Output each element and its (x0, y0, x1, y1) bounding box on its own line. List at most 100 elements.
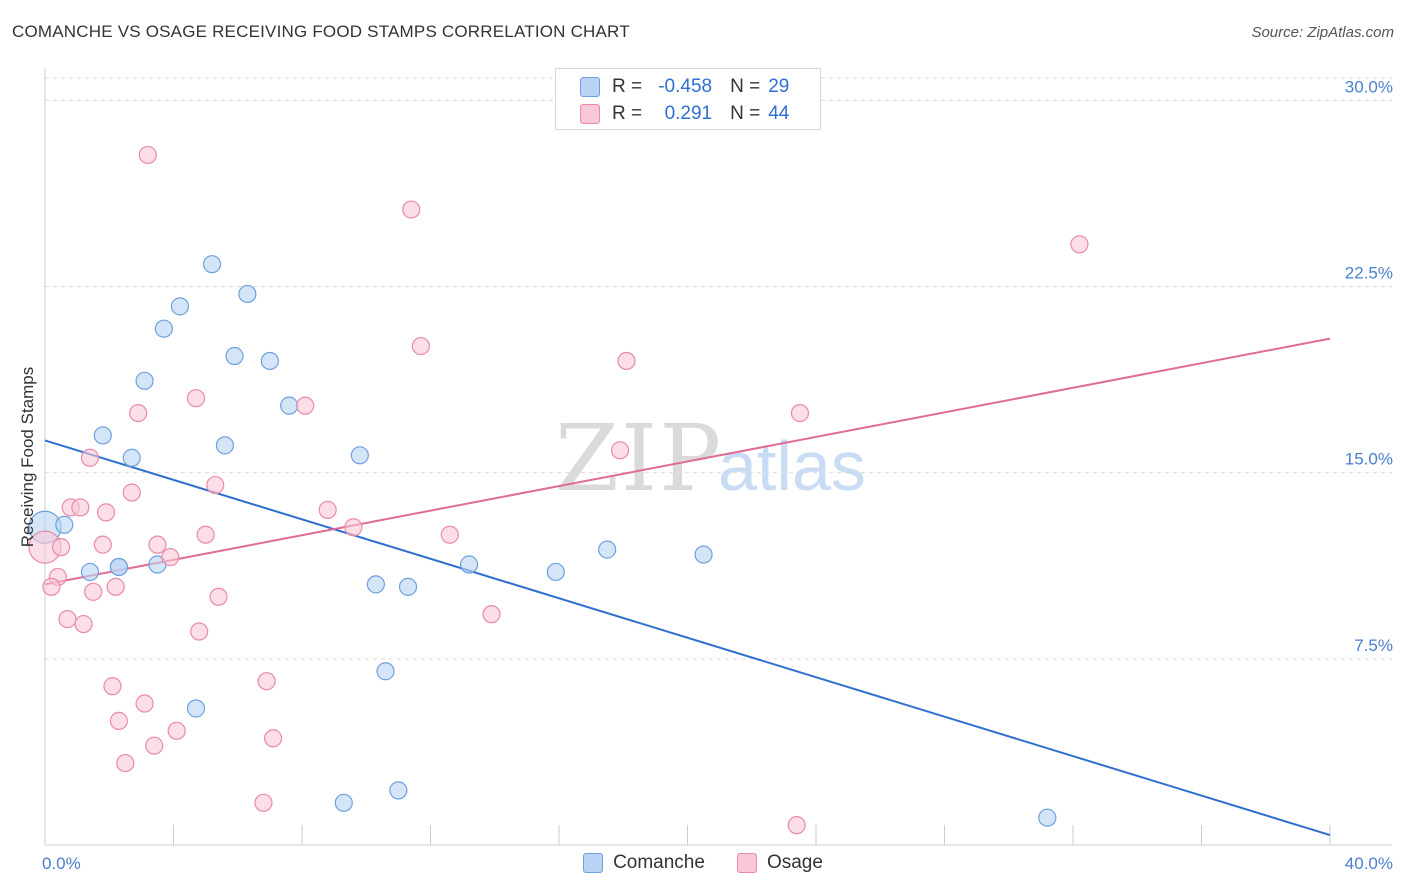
data-point-osage (129, 403, 148, 423)
data-point-osage (263, 729, 283, 748)
data-point-osage (1070, 235, 1089, 254)
data-point-comanche (186, 699, 206, 718)
y-tick-label: 7.5% (1354, 636, 1393, 655)
legend-row-comanche: R = -0.458 N = 29 (580, 74, 789, 100)
data-point-osage (402, 200, 421, 219)
data-point-osage (196, 525, 215, 544)
data-point-osage (440, 525, 459, 544)
data-point-comanche (334, 793, 353, 812)
data-point-osage (103, 677, 122, 696)
grid-lines (45, 77, 1392, 660)
data-point-comanche (170, 297, 190, 316)
n-value: 44 (768, 103, 790, 124)
x-tick-label: 0.0% (42, 854, 81, 873)
r-label: R = (612, 103, 643, 124)
data-point-osage (74, 614, 93, 634)
data-point-osage (122, 483, 141, 502)
data-point-osage (116, 753, 135, 773)
data-point-osage (610, 441, 630, 460)
data-point-comanche (546, 562, 565, 582)
data-point-osage (186, 389, 206, 408)
trend-line-comanche (44, 439, 1331, 837)
data-point-comanche (225, 346, 244, 366)
watermark: ZIP atlas (555, 405, 866, 512)
source-credit: Source: ZipAtlas.com (1251, 24, 1394, 41)
data-point-osage (84, 582, 103, 601)
data-point-osage (106, 577, 125, 596)
data-point-osage (790, 403, 810, 423)
data-point-comanche (135, 371, 154, 390)
legend-label-osage: Osage (766, 852, 823, 873)
data-point-comanche (55, 515, 74, 534)
chart-title: COMANCHE VS OSAGE RECEIVING FOOD STAMPS … (12, 22, 630, 41)
data-point-comanche (376, 662, 395, 681)
data-point-osage (96, 503, 116, 522)
data-point-osage (296, 396, 315, 415)
y-tick-label: 22.5% (1345, 264, 1393, 283)
tick-labels: 7.5% 15.0% 22.5% 30.0% 0.0% 40.0% (42, 77, 1393, 873)
r-value: 0.291 (664, 103, 713, 124)
data-point-comanche (350, 446, 369, 465)
data-point-comanche (80, 562, 100, 582)
data-point-osage (51, 538, 71, 557)
data-point-comanche (202, 255, 222, 274)
data-point-comanche (238, 284, 257, 304)
x-tick-label: 40.0% (1345, 854, 1393, 873)
trend-line-osage (44, 337, 1331, 586)
data-point-osage (482, 605, 501, 624)
data-point-osage (135, 694, 154, 713)
r-label: R = (612, 76, 643, 97)
data-point-osage (161, 547, 180, 567)
data-point-comanche (215, 436, 234, 455)
data-point-osage (254, 793, 273, 812)
legend-item-osage[interactable]: Osage (736, 852, 823, 874)
data-point-osage (109, 711, 128, 730)
data-point-comanche (1038, 808, 1057, 827)
y-tick-label: 15.0% (1345, 450, 1393, 469)
legend-label-comanche: Comanche (613, 852, 705, 873)
data-point-osage (344, 518, 363, 537)
trend-lines (44, 337, 1331, 837)
data-point-osage (138, 145, 157, 165)
data-point-comanche (398, 577, 418, 596)
data-point-osage (42, 577, 61, 596)
data-point-comanche (93, 426, 112, 445)
legend-item-comanche[interactable]: Comanche (583, 852, 705, 874)
data-point-osage (148, 535, 167, 554)
watermark-atlas: atlas (718, 427, 866, 505)
data-point-comanche (109, 557, 128, 577)
y-tick-label: 30.0% (1345, 77, 1393, 96)
data-point-comanche (459, 555, 479, 574)
osage-swatch (736, 853, 757, 873)
data-point-comanche (260, 351, 279, 371)
data-point-osage (206, 475, 225, 495)
data-point-comanche (694, 545, 713, 564)
data-point-osage (411, 336, 430, 356)
data-point-osage (71, 498, 90, 517)
series-legend: Comanche Osage (0, 852, 1406, 874)
data-point-comanche (280, 396, 299, 415)
data-point-osage (617, 351, 636, 371)
data-point-osage (318, 500, 337, 520)
axes (44, 68, 1392, 846)
n-value: 29 (768, 76, 790, 97)
n-label: N = (730, 103, 761, 124)
data-point-osage (190, 622, 209, 641)
data-point-osage (93, 535, 112, 554)
data-point-osage (80, 448, 100, 467)
n-label: N = (730, 76, 761, 97)
data-point-comanche (598, 540, 617, 559)
y-axis-label: Receiving Food Stamps (18, 367, 37, 547)
data-point-comanche (389, 781, 408, 800)
r-value: -0.458 (658, 76, 713, 97)
data-point-comanche (122, 448, 141, 467)
comanche-swatch (583, 853, 604, 873)
data-point-osage (787, 816, 806, 835)
data-points (28, 145, 1089, 835)
data-point-osage (167, 721, 186, 740)
data-point-osage (257, 672, 276, 691)
osage-swatch (580, 104, 600, 124)
data-point-comanche (366, 575, 385, 594)
legend-row-osage: R = 0.291 N = 44 (580, 101, 789, 127)
